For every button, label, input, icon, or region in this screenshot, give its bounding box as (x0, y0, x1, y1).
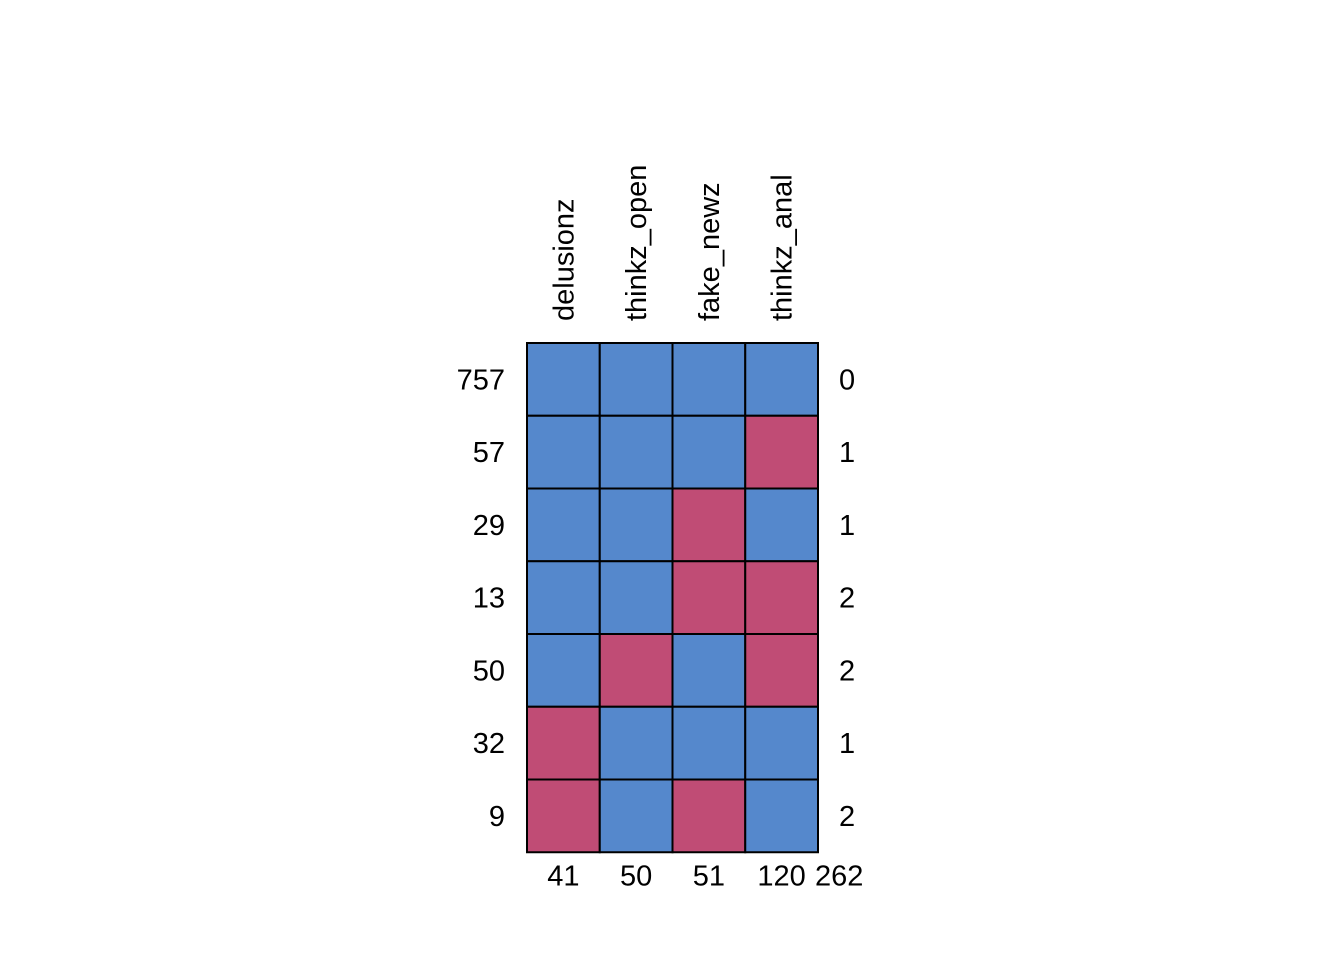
pattern-cell-r1-c2-observed (671, 414, 747, 490)
pattern-cell-r0-c2-observed (671, 342, 747, 417)
pattern-cell-r2-c1-observed (598, 487, 674, 563)
row-count-label: 9 (489, 801, 505, 833)
pattern-cell-r4-c2-observed (671, 633, 747, 708)
column-total-label: 120 (757, 860, 805, 892)
pattern-cell-r2-c3-observed (744, 487, 819, 563)
row-count-label: 57 (473, 437, 505, 469)
column-labels: delusionz thinkz_open fake_newz thinkz_anal (548, 165, 798, 321)
pattern-cell-r1-c3-missing (744, 414, 819, 490)
total-missing-label: 262 (815, 860, 863, 892)
pattern-cell-r5-c0-missing (526, 705, 601, 781)
column-total-label: 41 (547, 860, 579, 892)
column-total-label: 50 (620, 860, 652, 892)
pattern-cell-r1-c0-observed (526, 414, 601, 490)
row-count-label: 13 (473, 583, 505, 615)
row-missing-count-label: 1 (839, 437, 855, 469)
row-count-label: 757 (457, 364, 505, 396)
pattern-cell-r3-c3-missing (744, 560, 819, 635)
row-missing-count-label: 2 (839, 583, 855, 615)
pattern-grid (526, 342, 819, 854)
row-missing-count-label: 2 (839, 801, 855, 833)
pattern-cell-r4-c3-missing (744, 633, 819, 708)
pattern-cell-r3-c2-missing (671, 560, 747, 635)
pattern-cell-r0-c0-observed (526, 342, 601, 417)
pattern-cell-r5-c1-observed (598, 705, 674, 781)
column-total-label: 51 (693, 860, 725, 892)
row-missing-count-label: 2 (839, 655, 855, 687)
column-total-labels: 41 50 51 120 262 (547, 860, 863, 892)
pattern-cell-r1-c1-observed (598, 414, 674, 490)
pattern-cell-r6-c0-missing (526, 778, 601, 854)
pattern-cell-r2-c0-observed (526, 487, 601, 563)
row-missing-labels: 0 1 1 2 2 1 2 (839, 364, 855, 833)
pattern-cell-r6-c1-observed (598, 778, 674, 854)
pattern-cell-r5-c3-observed (744, 705, 819, 781)
pattern-cell-r0-c1-observed (598, 342, 674, 417)
row-missing-count-label: 1 (839, 510, 855, 542)
pattern-cell-r6-c2-missing (671, 778, 747, 854)
column-label-fake-newz: fake_newz (694, 182, 726, 321)
row-count-label: 32 (473, 728, 505, 760)
pattern-cell-r4-c0-observed (526, 633, 601, 708)
column-label-thinkz-anal: thinkz_anal (767, 174, 799, 321)
row-count-label: 29 (473, 510, 505, 542)
pattern-cell-r6-c3-observed (744, 778, 819, 854)
pattern-cell-r3-c1-observed (598, 560, 674, 635)
column-label-thinkz-open: thinkz_open (621, 165, 653, 321)
pattern-cell-r3-c0-observed (526, 560, 601, 635)
row-count-label: 50 (473, 655, 505, 687)
row-missing-count-label: 0 (839, 364, 855, 396)
pattern-cell-r4-c1-missing (598, 633, 674, 708)
pattern-cell-r0-c3-observed (744, 342, 819, 417)
pattern-cell-r5-c2-observed (671, 705, 747, 781)
row-count-labels: 757 57 29 13 50 32 9 (457, 364, 505, 833)
row-missing-count-label: 1 (839, 728, 855, 760)
pattern-cell-r2-c2-missing (671, 487, 747, 563)
column-label-delusionz: delusionz (548, 198, 580, 321)
